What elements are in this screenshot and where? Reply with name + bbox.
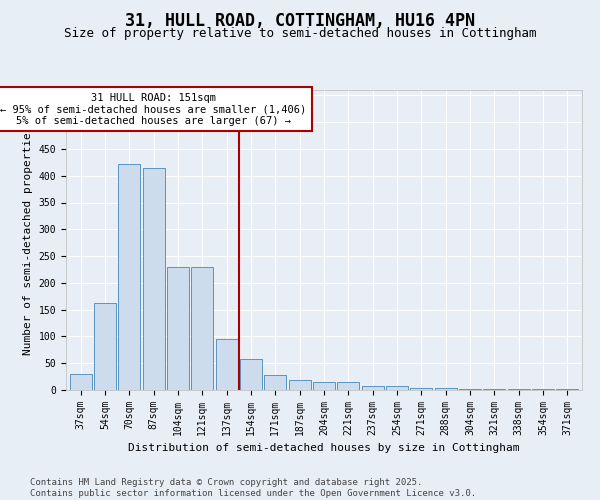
Text: 31 HULL ROAD: 151sqm
← 95% of semi-detached houses are smaller (1,406)
5% of sem: 31 HULL ROAD: 151sqm ← 95% of semi-detac… [1,92,307,126]
Bar [118,164,140,390]
Bar [240,360,262,390]
Text: Contains HM Land Registry data © Crown copyright and database right 2025.
Contai: Contains HM Land Registry data © Crown c… [30,478,476,498]
Bar [362,386,383,390]
Bar [191,267,213,390]
Bar [410,388,433,390]
Y-axis label: Number of semi-detached properties: Number of semi-detached properties [23,125,33,355]
Text: 31, HULL ROAD, COTTINGHAM, HU16 4PN: 31, HULL ROAD, COTTINGHAM, HU16 4PN [125,12,475,30]
Bar [337,382,359,390]
Bar [265,375,286,390]
Bar [215,339,238,390]
Bar [94,302,116,390]
Bar [386,386,408,390]
Text: Size of property relative to semi-detached houses in Cottingham: Size of property relative to semi-detach… [64,28,536,40]
Bar [289,380,311,390]
X-axis label: Distribution of semi-detached houses by size in Cottingham: Distribution of semi-detached houses by … [128,444,520,454]
Bar [435,388,457,390]
Bar [167,267,189,390]
Bar [70,374,92,390]
Bar [313,382,335,390]
Bar [143,168,164,390]
